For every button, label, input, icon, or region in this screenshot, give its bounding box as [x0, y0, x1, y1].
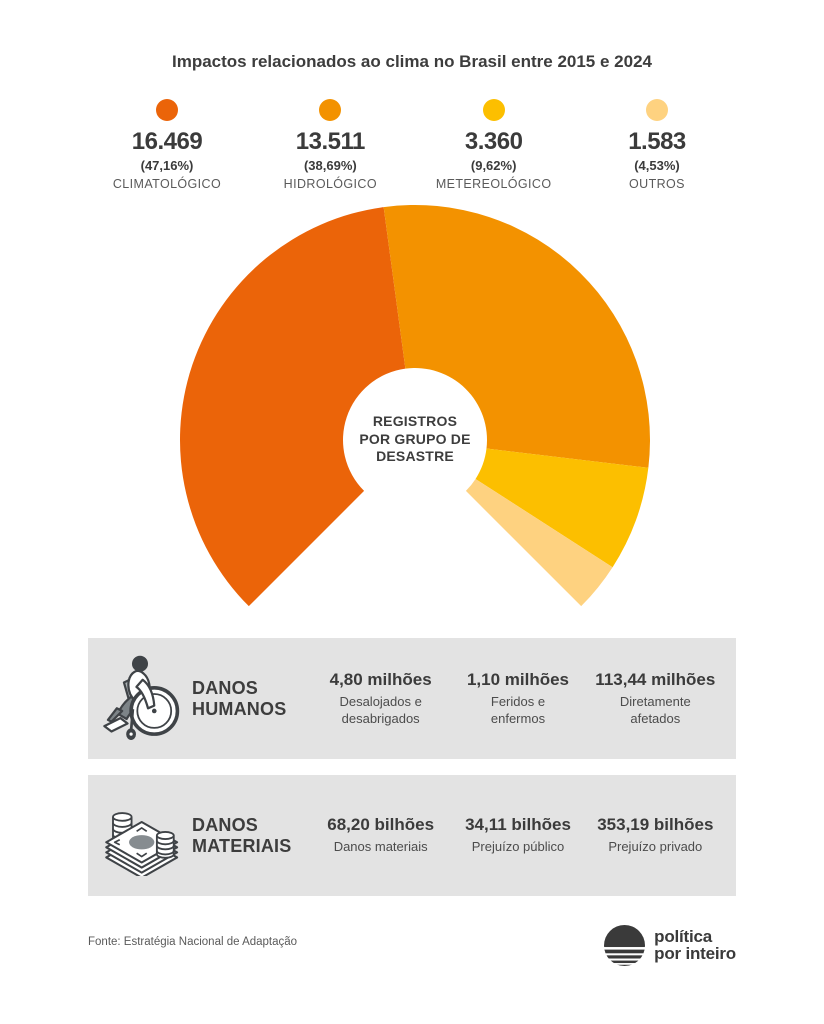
stat-value: 4,80 milhões: [329, 669, 432, 689]
stat-value: 34,11 bilhões: [465, 815, 571, 835]
stat-value: 113,44 milhões: [595, 669, 716, 689]
legend-percent: (9,62%): [470, 158, 517, 173]
panel-danos-materiais: DANOS MATERIAIS 68,20 bilhões Danos mate…: [88, 775, 736, 896]
stat-feridos: 1,10 milhões Feridos e enfermos: [449, 670, 586, 728]
logo-text: política por inteiro: [654, 927, 736, 963]
stat-label: Diretamente afetados: [619, 693, 691, 726]
legend-percent: (4,53%): [634, 158, 680, 173]
legend-category: OUTROS: [629, 177, 685, 191]
wheelchair-icon: [88, 652, 192, 745]
stat-label: Feridos e enfermos: [490, 693, 546, 726]
donut-slice-hidrológico: [383, 204, 651, 468]
politica-por-inteiro-logo: política por inteiro: [604, 925, 736, 966]
panel-label-danos-humanos: DANOS HUMANOS: [192, 677, 287, 719]
disaster-donut-chart: [179, 204, 651, 607]
legend-value: 1.583: [628, 128, 686, 155]
stats-danos-materiais: 68,20 bilhões Danos materiais 34,11 bilh…: [312, 815, 736, 856]
logo-text-line1: política: [654, 927, 713, 947]
legend-percent: (38,69%): [303, 158, 357, 173]
legend-percent: (47,16%): [140, 158, 194, 173]
panel-label-danos-materiais: DANOS MATERIAIS: [192, 814, 292, 856]
legend-item-climatologico: 16.469 (47,16%) CLIMATOLÓGICO: [88, 99, 246, 191]
legend-category: METEREOLÓGICO: [435, 177, 552, 191]
logo-text-line2: por inteiro: [654, 943, 736, 963]
donut-slice-climatológico: [179, 207, 406, 607]
legend-category: HIDROLÓGICO: [283, 177, 377, 191]
stat-label: Prejuízo privado: [608, 839, 703, 855]
legend-dot-climatologico-icon: [156, 99, 178, 121]
legend: 16.469 (47,16%) CLIMATOLÓGICO 13.511 (38…: [88, 99, 736, 191]
page-title: Impactos relacionados ao clima no Brasil…: [171, 52, 652, 71]
stat-danos-materiais: 68,20 bilhões Danos materiais: [312, 815, 449, 856]
stat-value: 353,19 bilhões: [597, 815, 714, 835]
stat-label: Prejuízo público: [471, 839, 565, 855]
legend-item-outros: 1.583 (4,53%) OUTROS: [578, 99, 736, 191]
stat-prejuizo-publico: 34,11 bilhões Prejuízo público: [449, 815, 586, 856]
legend-dot-hidrologico-icon: [319, 99, 342, 121]
panel-danos-humanos: DANOS HUMANOS 4,80 milhões Desalojados e…: [88, 638, 736, 759]
stat-prejuizo-privado: 353,19 bilhões Prejuízo privado: [587, 815, 724, 856]
legend-value: 3.360: [464, 128, 523, 155]
donut-slice-metereológico: [475, 448, 649, 568]
center-label-line: POR GRUPO DE: [359, 430, 471, 447]
legend-value: 13.511: [295, 128, 366, 155]
stat-label: Desalojados e desabrigados: [339, 693, 422, 726]
donut-slice-outros: [465, 478, 613, 607]
stat-label: Danos materiais: [333, 839, 428, 855]
legend-category: CLIMATOLÓGICO: [112, 177, 222, 191]
legend-dot-outros-icon: [645, 99, 668, 121]
stat-afetados: 113,44 milhões Diretamente afetados: [587, 670, 724, 728]
donut-center-label: REGISTROS POR GRUPO DE DESASTRE: [327, 413, 503, 466]
center-label-line: DESASTRE: [376, 448, 454, 464]
stat-value: 1,10 milhões: [466, 669, 570, 689]
legend-dot-metereologico-icon: [482, 99, 505, 121]
stats-danos-humanos: 4,80 milhões Desalojados e desabrigados …: [312, 670, 736, 728]
center-label-line: REGISTROS: [372, 413, 458, 429]
legend-item-metereologico: 3.360 (9,62%) METEREOLÓGICO: [415, 99, 573, 191]
money-stack-icon: [88, 795, 192, 876]
stat-value: 68,20 bilhões: [327, 815, 435, 835]
sun-horizon-logo-icon: [604, 925, 646, 966]
legend-item-hidrologico: 13.511 (38,69%) HIDROLÓGICO: [251, 99, 409, 191]
legend-value: 16.469: [131, 128, 203, 155]
stat-desalojados: 4,80 milhões Desalojados e desabrigados: [312, 670, 449, 728]
source-note: Fonte: Estratégia Nacional de Adaptação: [88, 936, 298, 948]
